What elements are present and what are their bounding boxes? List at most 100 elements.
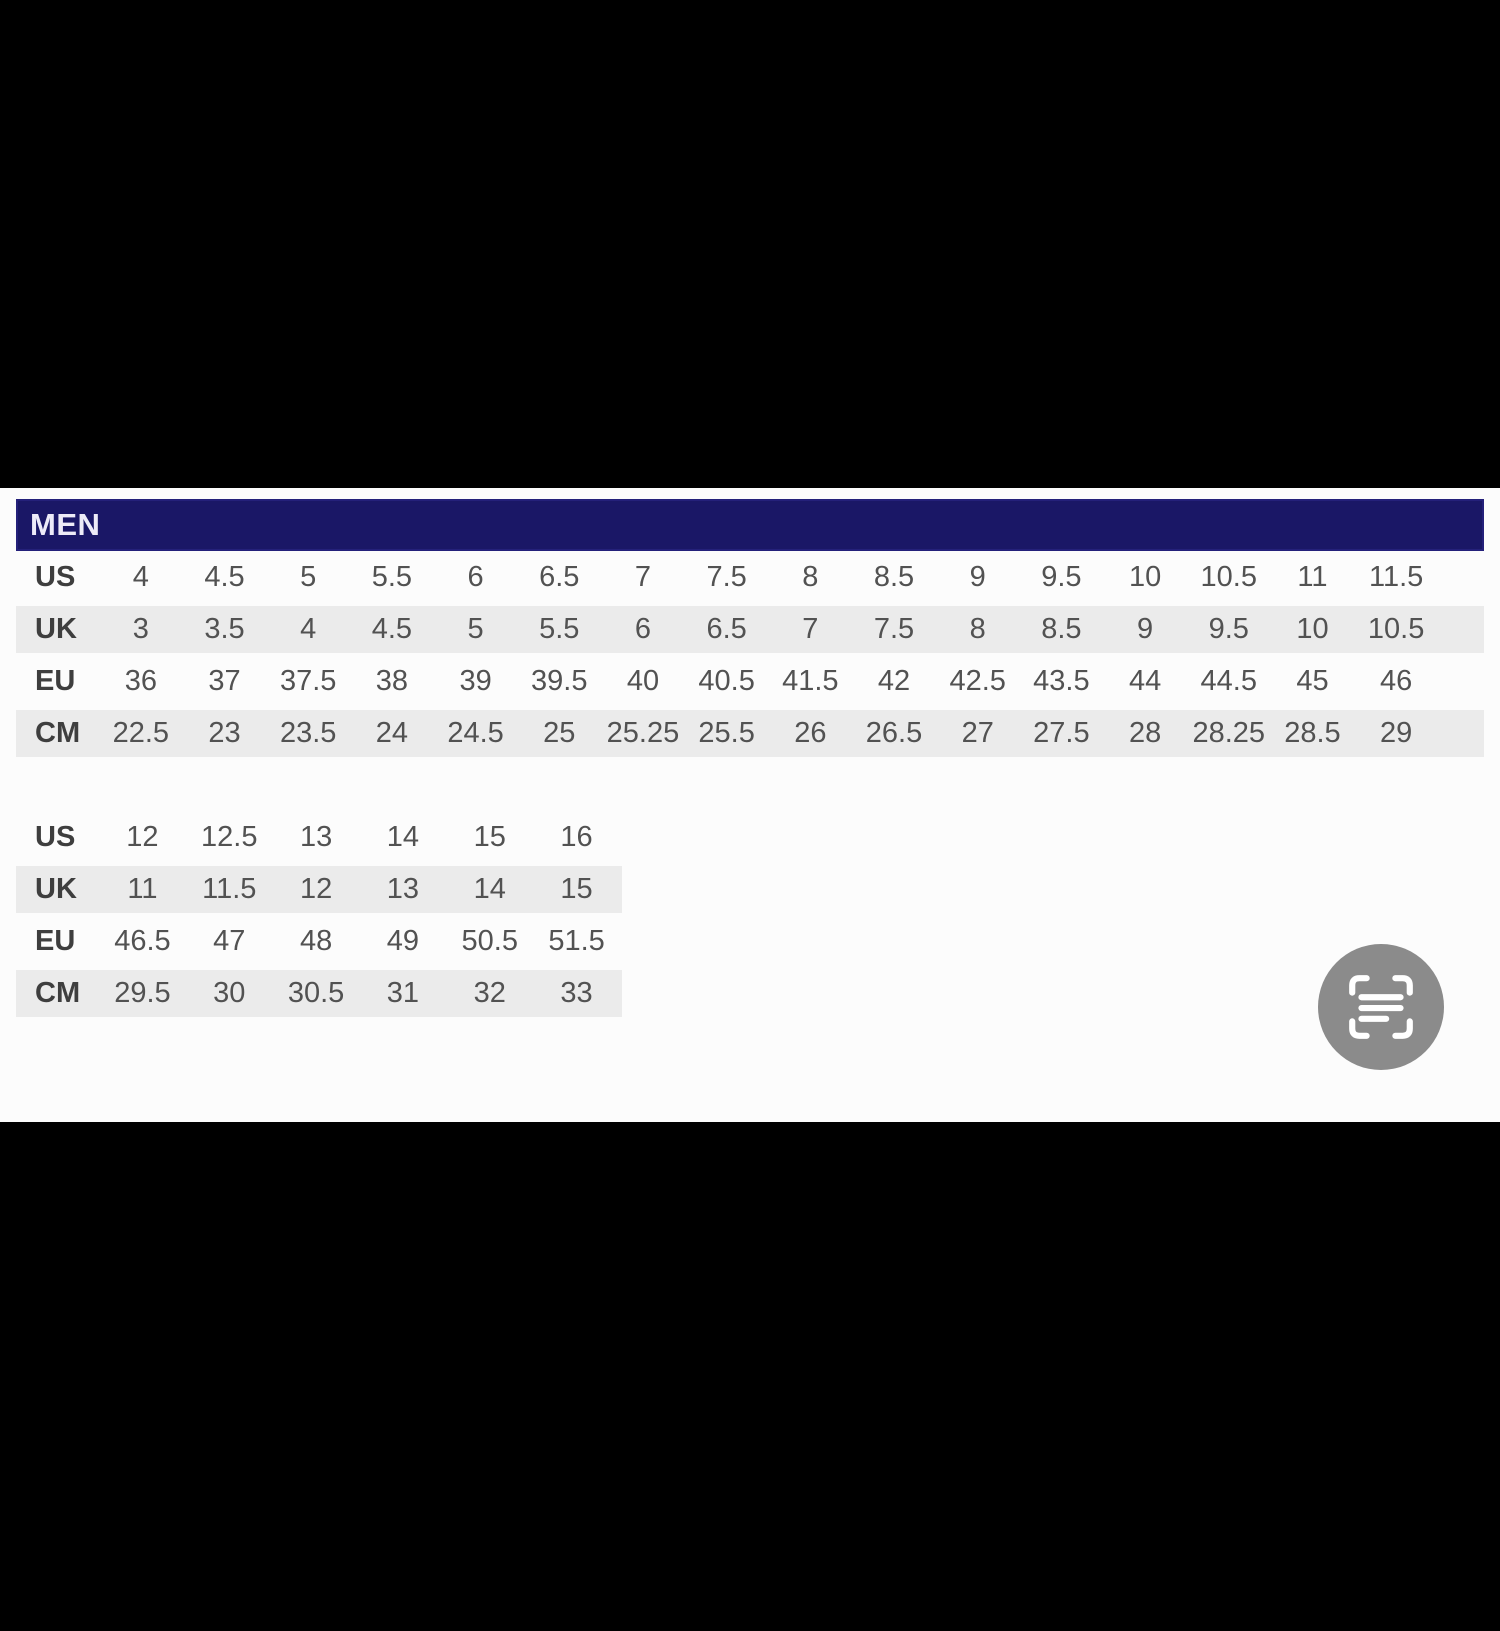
size-value: 29 xyxy=(1380,717,1413,749)
size-value: 7.5 xyxy=(706,560,747,593)
size-value: 9 xyxy=(1137,613,1154,645)
size-value: 15 xyxy=(560,873,593,905)
size-value: 28.25 xyxy=(1192,717,1266,749)
size-value: 7 xyxy=(634,560,652,593)
size-value: 28.5 xyxy=(1284,717,1341,749)
size-value: 7.5 xyxy=(873,613,915,645)
size-value: 14 xyxy=(473,873,506,905)
size-value: 29.5 xyxy=(114,977,171,1009)
size-value: 22.5 xyxy=(112,717,170,749)
size-value: 6 xyxy=(634,613,652,645)
size-value: 39 xyxy=(459,664,492,697)
size-value: 27.5 xyxy=(1033,717,1090,749)
size-row-eu: EU 46.5 47 48 49 50.5 51.5 xyxy=(16,915,622,967)
size-value: 31 xyxy=(386,977,420,1009)
size-row-us: US 4 4.5 5 5.5 6 6.5 7 7.5 8 8.5 9 9.5 10 10.5 11 11.5 xyxy=(16,551,1484,603)
row-label: US xyxy=(35,820,76,853)
size-value: 27 xyxy=(961,717,994,749)
size-chart-photo: MEN US 4 4.5 5 5.5 6 6.5 7 7.5 8 8.5 9 9.5 10 10.5 11 11… xyxy=(0,488,1500,1122)
size-value: 4.5 xyxy=(204,560,245,593)
size-value: 23 xyxy=(208,717,241,749)
size-value: 10.5 xyxy=(1200,560,1257,593)
row-label: CM xyxy=(35,977,81,1009)
size-value: 8.5 xyxy=(873,560,915,593)
size-row-uk: UK 3 3.5 4 4.5 5 5.5 6 6.5 7 7.5 8 8.5 9 9.5 10 10.5 xyxy=(16,603,1484,655)
size-value: 40.5 xyxy=(698,664,755,697)
size-value: 30 xyxy=(213,977,246,1009)
size-value: 24.5 xyxy=(447,717,504,749)
size-row-cm: CM 29.5 30 30.5 31 32 33 xyxy=(16,967,622,1019)
size-table-extended: US 12 12.5 13 14 15 16 UK 11 11.5 12 13 14 15 EU 46.5 47… xyxy=(16,811,622,1019)
size-value: 6 xyxy=(467,560,484,593)
size-value: 5.5 xyxy=(539,613,580,645)
size-value: 26 xyxy=(794,717,827,749)
size-value: 9.5 xyxy=(1208,613,1249,645)
size-value: 39.5 xyxy=(531,664,588,697)
size-row-uk: UK 11 11.5 12 13 14 15 xyxy=(16,863,622,915)
row-label: US xyxy=(35,560,76,593)
size-value: 8.5 xyxy=(1041,613,1082,645)
letterbox-bottom xyxy=(0,1122,1500,1631)
size-value: 6.5 xyxy=(539,560,580,593)
size-value: 37 xyxy=(208,664,241,697)
size-value: 44.5 xyxy=(1200,664,1257,697)
size-value: 49 xyxy=(386,924,420,957)
size-value: 51.5 xyxy=(548,924,605,957)
size-value: 38 xyxy=(375,664,409,697)
row-label: CM xyxy=(35,717,81,749)
size-value: 11 xyxy=(127,873,158,905)
size-value: 6.5 xyxy=(706,613,747,645)
size-value: 43.5 xyxy=(1033,664,1090,697)
men-section-title: MEN xyxy=(30,507,101,542)
size-value: 44 xyxy=(1128,664,1162,697)
row-label: UK xyxy=(35,873,77,905)
size-value: 15 xyxy=(473,820,506,853)
size-value: 4 xyxy=(132,560,149,593)
size-value: 46 xyxy=(1380,664,1413,697)
size-value: 3 xyxy=(132,613,149,645)
live-text-scan-button[interactable] xyxy=(1318,944,1444,1070)
size-value: 23.5 xyxy=(279,717,337,749)
size-value: 46.5 xyxy=(114,924,171,957)
size-row-us: US 12 12.5 13 14 15 16 xyxy=(16,811,622,863)
size-value: 13 xyxy=(299,820,333,853)
size-value: 37.5 xyxy=(279,664,337,697)
size-value: 11.5 xyxy=(202,873,257,905)
row-label: UK xyxy=(35,613,77,645)
size-value: 25.5 xyxy=(698,717,755,749)
size-value: 24 xyxy=(375,717,409,749)
size-value: 9.5 xyxy=(1041,560,1082,593)
size-value: 25.25 xyxy=(606,717,680,749)
men-section-header: MEN xyxy=(16,499,1484,551)
size-value: 41.5 xyxy=(782,664,839,697)
size-value: 28 xyxy=(1128,717,1162,749)
size-value: 30.5 xyxy=(287,977,345,1009)
size-value: 36 xyxy=(124,664,157,697)
size-value: 45 xyxy=(1296,664,1329,697)
size-value: 5 xyxy=(467,613,484,645)
size-value: 8 xyxy=(802,560,819,593)
size-value: 5 xyxy=(300,560,317,593)
size-value: 25 xyxy=(543,717,576,749)
size-row-eu: EU 36 37 37.5 38 39 39.5 40 40.5 41.5 42 42.5 43.5 44… xyxy=(16,655,1484,707)
size-table-primary: US 4 4.5 5 5.5 6 6.5 7 7.5 8 8.5 9 9.5 10 10.5 11 11.5 UK… xyxy=(16,551,1484,759)
size-value: 42 xyxy=(877,664,911,697)
size-value: 12 xyxy=(299,873,333,905)
row-label: EU xyxy=(35,664,76,697)
letterbox-top xyxy=(0,0,1500,488)
size-row-cm: CM 22.5 23 23.5 24 24.5 25 25.25 25.5 26 26.5 27 27.… xyxy=(16,707,1484,759)
size-value: 42.5 xyxy=(949,664,1006,697)
size-value: 32 xyxy=(473,977,506,1009)
size-value: 10 xyxy=(1296,613,1329,645)
size-value: 26.5 xyxy=(865,717,923,749)
size-value: 8 xyxy=(969,613,986,645)
size-value: 9 xyxy=(969,560,986,593)
size-value: 48 xyxy=(299,924,333,957)
size-value: 33 xyxy=(560,977,593,1009)
size-value: 50.5 xyxy=(461,924,518,957)
size-value: 10 xyxy=(1128,560,1162,593)
size-value: 12 xyxy=(126,820,159,853)
size-value: 47 xyxy=(213,924,246,957)
size-value: 7 xyxy=(802,613,819,645)
size-value: 13 xyxy=(386,873,420,905)
